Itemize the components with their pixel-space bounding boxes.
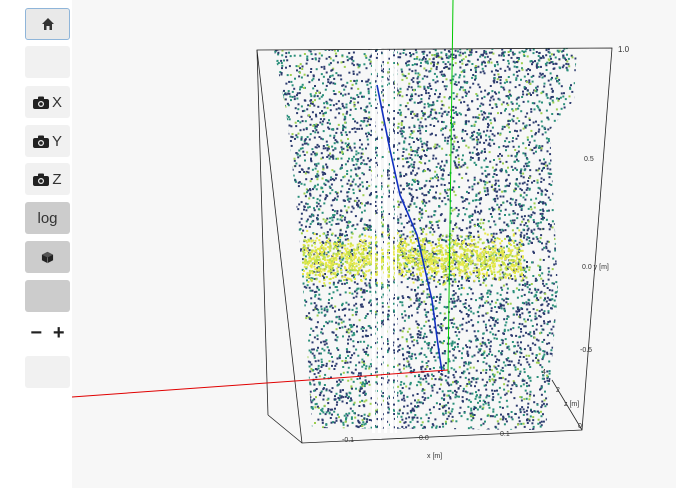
zoom-out-button[interactable]: −	[30, 321, 43, 344]
top-right-tick: 1.0	[618, 45, 630, 54]
camera-x-button[interactable]: X	[25, 86, 70, 118]
home-icon	[41, 18, 54, 30]
blank-bottom-button[interactable]	[25, 356, 70, 388]
cube-button[interactable]	[25, 241, 70, 273]
z-tick-1: 2	[556, 387, 560, 394]
y-axis-line	[447, 0, 454, 373]
toolbar: X Y Z log	[0, 0, 72, 488]
y-tick-2: -0.5	[580, 347, 592, 354]
z-axis-label: z [m]	[564, 401, 579, 408]
x-axis-line	[72, 369, 449, 398]
blank-grey-button[interactable]	[25, 280, 70, 312]
zoom-in-button[interactable]: +	[52, 321, 65, 344]
z-tick-2: 4	[542, 369, 546, 376]
x-tick-1: 0.0	[419, 435, 429, 442]
log-button[interactable]: log	[25, 202, 70, 234]
bounding-box	[256, 47, 613, 444]
camera-y-label: Y	[51, 132, 62, 150]
white-strips	[372, 48, 397, 433]
x-axis-label: x [m]	[427, 453, 442, 460]
point-cloud	[274, 48, 577, 430]
cube-icon	[41, 251, 54, 263]
y-tick-0: 0.5	[584, 156, 594, 163]
camera-x-label: X	[51, 93, 62, 111]
camera-icon	[32, 96, 49, 109]
3d-scene[interactable]: 1.0 0.5 0.0 y [m] -0.5 -0.1 0.0 0.1 x [m…	[72, 0, 676, 488]
camera-y-button[interactable]: Y	[25, 125, 70, 157]
blank-button[interactable]	[25, 46, 70, 78]
log-label: log	[37, 209, 58, 227]
x-tick-0: -0.1	[342, 437, 354, 444]
home-button[interactable]	[25, 8, 70, 40]
camera-icon	[32, 135, 49, 148]
z-tick-0: 0	[578, 423, 582, 430]
camera-z-button[interactable]: Z	[25, 163, 70, 195]
zoom-controls: − +	[25, 317, 70, 349]
blue-track	[376, 84, 443, 373]
x-tick-2: 0.1	[500, 431, 510, 438]
y-axis-label: 0.0 y [m]	[582, 264, 609, 271]
camera-icon	[33, 173, 50, 186]
3d-viewport[interactable]: 1.0 0.5 0.0 y [m] -0.5 -0.1 0.0 0.1 x [m…	[72, 0, 676, 488]
camera-z-label: Z	[52, 170, 62, 188]
